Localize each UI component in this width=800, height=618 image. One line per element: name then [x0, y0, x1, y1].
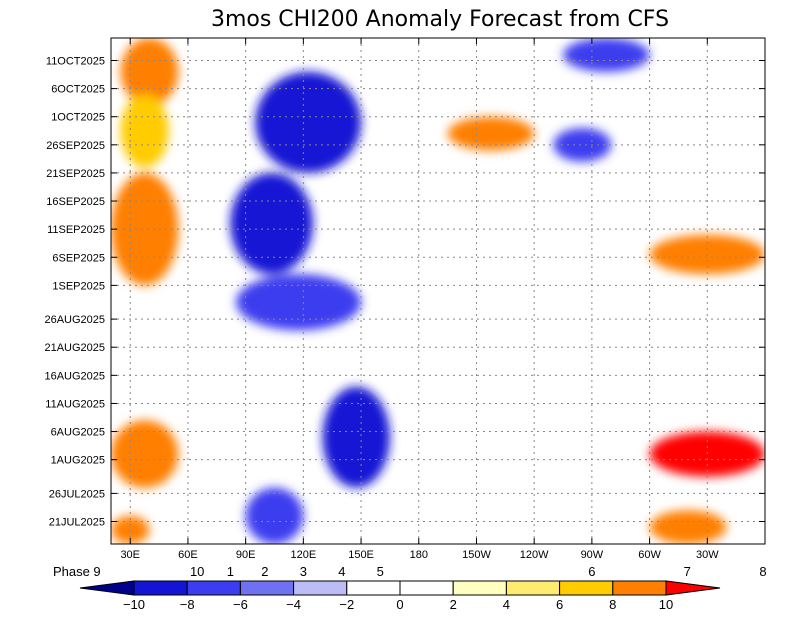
x-tick-label: 120E [291, 549, 317, 561]
chart-title: 3mos CHI200 Anomaly Forecast from CFS [211, 7, 669, 32]
plot-frame [110, 37, 766, 545]
colorbar-segment [293, 580, 348, 596]
colorbar-segment [346, 580, 401, 596]
y-tick-label: 6OCT2025 [51, 84, 105, 96]
colorbar-tick-label: 4 [503, 597, 510, 612]
anomaly-feature [245, 487, 304, 544]
y-tick-label: 11SEP2025 [47, 224, 105, 236]
colorbar-segment [559, 580, 614, 596]
anomaly-feature [236, 274, 362, 331]
phase-number: 8 [759, 564, 766, 579]
phase-number: 10 [190, 564, 204, 579]
phase-number: 4 [338, 564, 345, 579]
gridlines [111, 38, 765, 544]
colorbar-tick-label: 8 [609, 597, 616, 612]
y-tick-label: 26AUG2025 [44, 314, 105, 326]
y-tick-label: 1OCT2025 [51, 112, 105, 124]
y-tick-label: 21SEP2025 [46, 168, 105, 180]
y-tick-label: 16SEP2025 [46, 196, 105, 208]
x-tick-label: 90E [236, 549, 256, 561]
phase-number: 3 [300, 564, 307, 579]
colorbar-tick-label: −2 [339, 597, 354, 612]
phase-label: Phase [53, 564, 90, 579]
colorbar-tick-label: −10 [123, 597, 145, 612]
x-tick-label: 90W [581, 549, 604, 561]
anomaly-feature [255, 71, 362, 173]
x-tick-label: 60W [638, 549, 661, 561]
anomaly-feature [230, 172, 313, 275]
anomaly-feature [553, 127, 612, 162]
anomaly-feature [120, 94, 169, 168]
y-tick-label: 16AUG2025 [44, 370, 105, 382]
colorbar-segment [505, 580, 561, 596]
colorbar-tick-label: −4 [286, 597, 301, 612]
y-tick-label: 6AUG2025 [51, 427, 105, 439]
colorbar-tick-label: 6 [556, 597, 563, 612]
phase-number: 2 [261, 564, 268, 579]
colorbar-arrow-low [79, 580, 135, 596]
anomaly-feature [649, 431, 765, 477]
colorbar-segment [186, 580, 241, 596]
colorbar-segment [399, 580, 454, 596]
colorbar-segment [452, 580, 507, 596]
x-tick-label: 150E [348, 549, 374, 561]
colorbar: −10 −8 −6 −4 −2 0 2 4 6 8 10 [79, 580, 721, 612]
mjo-phase-labels: Phase 9 10 1 2 3 4 5 6 7 8 [53, 564, 767, 579]
y-tick-label: 11OCT2025 [46, 55, 105, 67]
y-tick-label: 26SEP2025 [46, 140, 105, 152]
x-tick-label: 120W [520, 549, 549, 561]
anomaly-feature [322, 386, 390, 488]
colorbar-segment [612, 580, 667, 596]
y-axis: 21JUL2025 26JUL2025 1AUG2025 6AUG2025 11AUG2… [44, 55, 765, 529]
y-tick-label: 26JUL2025 [49, 488, 105, 500]
anomaly-feature [649, 510, 727, 544]
anomaly-field [111, 38, 765, 544]
phase-number: 5 [377, 564, 384, 579]
y-tick-label: 21AUG2025 [44, 342, 105, 354]
x-tick-label: 150W [462, 549, 491, 561]
colorbar-segment [239, 580, 295, 596]
y-tick-label: 1SEP2025 [52, 280, 105, 292]
colorbar-tick-label: −6 [233, 597, 248, 612]
colorbar-segment [133, 580, 188, 596]
phase-number: 7 [684, 564, 691, 579]
x-axis: 30E 60E 90E 120E 150E 180 150W 120W 90W 60W 30W [120, 38, 719, 561]
anomaly-feature [111, 172, 179, 286]
anomaly-feature [111, 515, 150, 544]
y-tick-label: 6SEP2025 [52, 252, 105, 264]
anomaly-feature [447, 116, 535, 151]
colorbar-tick-label: 10 [659, 597, 673, 612]
anomaly-feature [563, 38, 650, 72]
phase-number: 1 [227, 564, 234, 579]
colorbar-tick-label: 0 [396, 597, 403, 612]
x-tick-label: 30E [120, 549, 140, 561]
y-tick-label: 21JUL2025 [49, 517, 105, 529]
x-tick-label: 30W [696, 549, 719, 561]
colorbar-tick-label: −8 [180, 597, 195, 612]
phase-number: 9 [93, 564, 100, 579]
y-tick-label: 11AUG2025 [45, 398, 105, 410]
colorbar-tick-label: 2 [450, 597, 457, 612]
phase-number: 6 [588, 564, 595, 579]
y-tick-label: 1AUG2025 [51, 455, 105, 467]
colorbar-arrow-high [665, 580, 721, 596]
x-tick-label: 60E [178, 549, 198, 561]
x-tick-label: 180 [410, 549, 428, 561]
anomaly-feature [111, 420, 179, 488]
